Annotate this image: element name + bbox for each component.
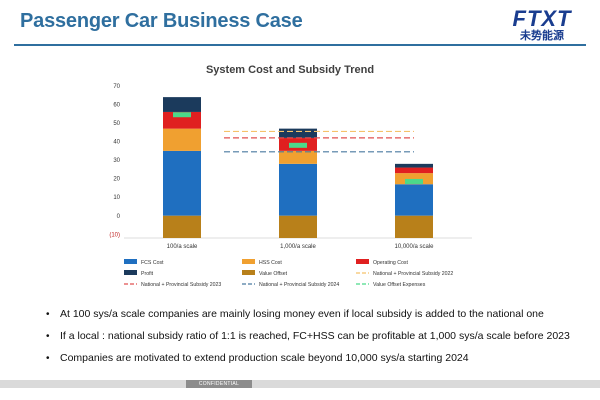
- value-offset-expense-marker: [405, 178, 423, 184]
- legend-swatch: [242, 259, 255, 264]
- legend-label: Value Offset: [259, 271, 288, 277]
- legend-label: FCS Cost: [141, 260, 164, 266]
- bar-profit: [395, 163, 433, 168]
- bar-fcs-cost: [395, 184, 433, 216]
- legend-label: National + Provincial Subsidy 2024: [259, 282, 339, 288]
- bar-hss-cost: [395, 173, 433, 185]
- bar-operating-cost: [395, 167, 433, 174]
- bar-fcs-cost: [279, 163, 317, 216]
- x-category-label: 1,000/a scale: [280, 244, 316, 250]
- slide-title: Passenger Car Business Case: [20, 10, 303, 32]
- bullet-dot: •: [46, 309, 50, 320]
- legend-swatch: [356, 259, 369, 264]
- bullet-item: • At 100 sys/a scale companies are mainly…: [46, 308, 586, 321]
- legend-label: National + Provincial Subsidy 2022: [373, 271, 453, 277]
- bullet-text: If a local : national subsidy ratio of 1…: [60, 330, 570, 342]
- bar-hss-cost: [163, 128, 201, 151]
- cost-subsidy-chart: System Cost and Subsidy Trend 70 60 50 40 30 2…: [109, 64, 472, 288]
- y-tick-label: 50: [113, 121, 120, 127]
- legend-label: Operating Cost: [373, 260, 408, 266]
- legend-label: National + Provincial Subsidy 2023: [141, 282, 221, 288]
- bullet-dot: •: [46, 353, 50, 364]
- x-category-label: 10,000/a scale: [394, 244, 434, 250]
- title-divider: [14, 44, 586, 46]
- bar-hss-cost: [279, 150, 317, 164]
- value-offset-expense-marker: [173, 112, 191, 118]
- bullet-item: • If a local : national subsidy ratio of …: [46, 330, 586, 343]
- y-tick-label: 60: [113, 103, 120, 109]
- y-tick-label: 70: [113, 84, 120, 90]
- chart-title: System Cost and Subsidy Trend: [206, 64, 374, 76]
- confidential-label: CONFIDENTIAL: [186, 380, 252, 388]
- legend-swatch: [124, 270, 137, 275]
- legend-label: Profit: [141, 271, 154, 277]
- bullet-item: • Companies are motivated to extend produ…: [46, 352, 586, 365]
- footer-bar: [0, 380, 600, 388]
- value-offset-expense-marker: [289, 142, 307, 148]
- logo-subtext: 未势能源: [520, 29, 564, 42]
- y-tick-label: 0: [117, 214, 121, 220]
- bar-value-offset: [395, 215, 433, 238]
- bar-value-offset: [163, 215, 201, 238]
- chart-panel: System Cost and Subsidy Trend 70 60 50 40 30 2…: [98, 52, 482, 298]
- x-category-label: 100/a scale: [167, 244, 198, 250]
- bar-operating-cost: [163, 111, 201, 129]
- legend-swatch: [242, 270, 255, 275]
- bar-fcs-cost: [163, 150, 201, 216]
- bullet-text: Companies are motivated to extend produc…: [60, 352, 469, 364]
- y-tick-label: 20: [113, 177, 120, 183]
- bullet-list: • At 100 sys/a scale companies are mainly…: [46, 308, 586, 374]
- bar-value-offset: [279, 215, 317, 238]
- bullet-dot: •: [46, 331, 50, 342]
- legend-label: HSS Cost: [259, 260, 282, 266]
- logo-text: FTXT: [512, 6, 572, 31]
- legend-swatch: [124, 259, 137, 264]
- bullet-text: At 100 sys/a scale companies are mainly …: [60, 308, 544, 320]
- bar-profit: [163, 97, 201, 112]
- y-tick-label: 10: [113, 195, 120, 201]
- y-tick-label: 30: [113, 158, 120, 164]
- y-tick-label: (10): [109, 232, 120, 238]
- y-tick-label: 40: [113, 140, 120, 146]
- bar-profit: [279, 128, 317, 138]
- legend-label: Value Offset Expenses: [373, 282, 426, 288]
- company-logo: FTXT 未势能源: [502, 6, 582, 43]
